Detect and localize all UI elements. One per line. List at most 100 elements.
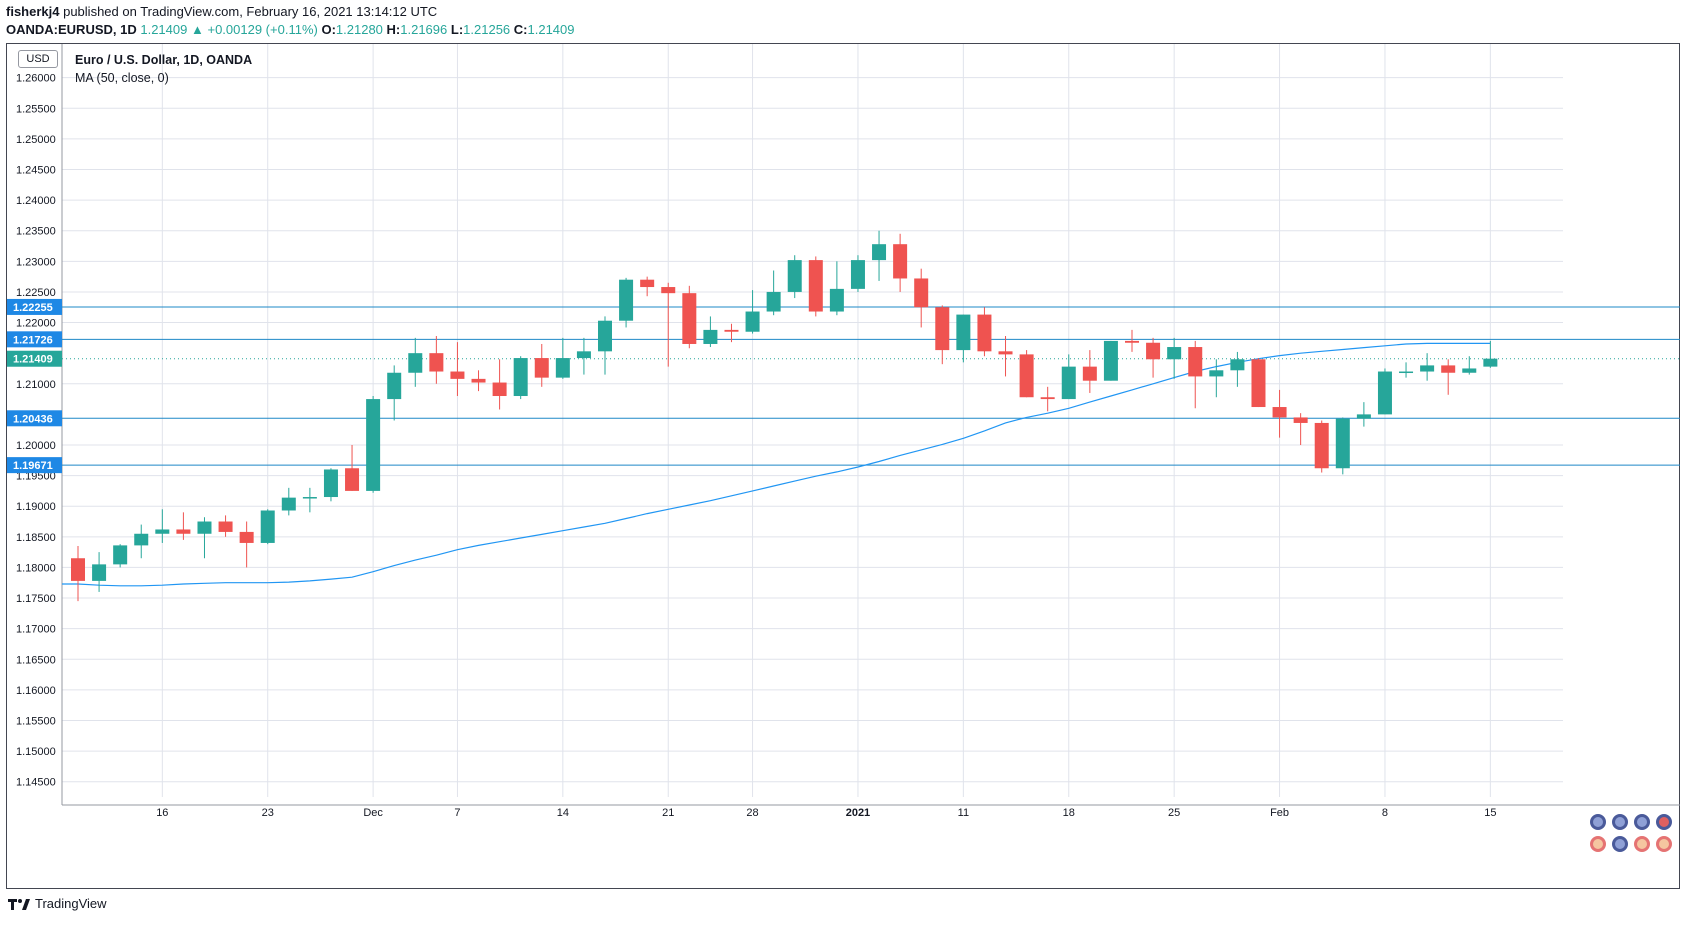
economic-events-icons[interactable] — [1588, 808, 1680, 858]
level-price-label: 1.19671 — [13, 460, 53, 472]
candle-body[interactable] — [850, 260, 865, 289]
candle-body[interactable] — [281, 497, 296, 511]
low-value: 1.21256 — [463, 22, 511, 37]
candle-body[interactable] — [1335, 418, 1350, 469]
candle-body[interactable] — [534, 358, 549, 378]
footer-brand-text[interactable]: TradingView — [35, 896, 107, 911]
candle-body[interactable] — [703, 329, 718, 344]
candle-body[interactable] — [113, 545, 128, 565]
candle-body[interactable] — [513, 358, 528, 397]
candle-body[interactable] — [576, 351, 591, 359]
chart-legend-title[interactable]: Euro / U.S. Dollar, 1D, OANDA — [75, 53, 253, 67]
candle-body[interactable] — [1040, 397, 1055, 400]
ma-line[interactable] — [62, 342, 1491, 587]
candle-body[interactable] — [893, 244, 908, 279]
level-price-badge — [7, 457, 62, 474]
candle-body[interactable] — [323, 469, 338, 498]
candle-body[interactable] — [914, 278, 929, 308]
last-price: 1.21409 — [140, 22, 188, 37]
candle-body[interactable] — [1399, 371, 1414, 374]
candle-body[interactable] — [935, 307, 950, 351]
candle-body[interactable] — [998, 351, 1013, 355]
candle-body[interactable] — [155, 529, 170, 534]
chart-pane[interactable] — [6, 43, 1680, 889]
candle-body[interactable] — [1293, 417, 1308, 423]
event-flag-icon[interactable] — [1656, 836, 1672, 852]
candle-body[interactable] — [366, 399, 381, 491]
candle-body[interactable] — [1230, 359, 1245, 371]
candle-body[interactable] — [1251, 359, 1266, 408]
candle-body[interactable] — [1209, 370, 1224, 377]
candle-body[interactable] — [197, 521, 212, 534]
candle-body[interactable] — [661, 287, 676, 294]
y-tick-label: 1.22000 — [16, 318, 56, 330]
candle-body[interactable] — [1019, 354, 1034, 398]
candle-body[interactable] — [408, 353, 423, 373]
candle-body[interactable] — [1462, 368, 1477, 373]
candle-body[interactable] — [787, 260, 802, 292]
candle-body[interactable] — [1082, 366, 1097, 381]
candle-body[interactable] — [176, 529, 191, 534]
candle-body[interactable] — [1441, 365, 1456, 373]
candle-body[interactable] — [218, 521, 233, 532]
candle-body[interactable] — [977, 314, 992, 352]
y-tick-label: 1.16000 — [16, 685, 56, 697]
candle-body[interactable] — [471, 378, 486, 383]
candle-body[interactable] — [956, 314, 971, 351]
candle-body[interactable] — [1146, 342, 1161, 360]
candle-body[interactable] — [1103, 340, 1118, 381]
candle-body[interactable] — [302, 497, 317, 499]
event-flag-icon[interactable] — [1612, 836, 1628, 852]
event-flag-icon[interactable] — [1656, 814, 1672, 830]
up-arrow-icon: ▲ — [190, 22, 204, 37]
candle-body[interactable] — [682, 293, 697, 344]
candle-body[interactable] — [1420, 365, 1435, 372]
event-flag-icon[interactable] — [1612, 814, 1628, 830]
x-tick-label: 7 — [454, 807, 460, 819]
candle-body[interactable] — [640, 279, 655, 288]
candle-body[interactable] — [555, 358, 570, 378]
candle-body[interactable] — [1125, 340, 1139, 343]
candle-body[interactable] — [766, 291, 781, 312]
author-name[interactable]: fisherkj4 — [6, 4, 60, 19]
candle-body[interactable] — [345, 468, 360, 491]
y-tick-label: 1.23500 — [16, 226, 56, 238]
symbol-name: OANDA:EURUSD, 1D — [6, 22, 137, 37]
x-tick-label: Feb — [1270, 807, 1289, 819]
event-flag-icon[interactable] — [1590, 814, 1606, 830]
candle-body[interactable] — [724, 329, 739, 332]
candle-body[interactable] — [1188, 347, 1203, 377]
candle-body[interactable] — [829, 288, 844, 312]
candle-body[interactable] — [92, 564, 107, 581]
close-label: C: — [513, 22, 528, 37]
y-tick-label: 1.14500 — [16, 777, 56, 789]
event-flag-icon[interactable] — [1634, 814, 1650, 830]
candle-body[interactable] — [239, 531, 254, 543]
candle-body[interactable] — [429, 353, 444, 372]
candle-body[interactable] — [1356, 414, 1371, 419]
candle-body[interactable] — [619, 279, 634, 321]
event-flag-icon[interactable] — [1590, 836, 1606, 852]
candle-body[interactable] — [1314, 422, 1329, 469]
candle-body[interactable] — [1377, 371, 1392, 415]
candle-body[interactable] — [872, 244, 887, 261]
candle-body[interactable] — [598, 320, 612, 352]
candle-body[interactable] — [1272, 407, 1287, 418]
candle-body[interactable] — [745, 311, 760, 332]
ma-indicator-legend[interactable]: MA (50, close, 0) — [75, 71, 169, 85]
candle-body[interactable] — [808, 260, 823, 312]
candle-body[interactable] — [1167, 347, 1182, 360]
event-flag-icon[interactable] — [1634, 836, 1650, 852]
candle-body[interactable] — [387, 372, 402, 400]
y-tick-label: 1.20000 — [16, 440, 56, 452]
candle-body[interactable] — [1483, 358, 1498, 367]
candle-body[interactable] — [1061, 366, 1076, 400]
candle-body[interactable] — [492, 382, 507, 397]
candle-body[interactable] — [260, 510, 275, 543]
candle-body[interactable] — [450, 371, 465, 379]
candle-body[interactable] — [71, 558, 85, 581]
y-tick-label: 1.19500 — [16, 471, 56, 483]
currency-badge[interactable]: USD — [18, 50, 58, 68]
candle-body[interactable] — [134, 533, 149, 546]
